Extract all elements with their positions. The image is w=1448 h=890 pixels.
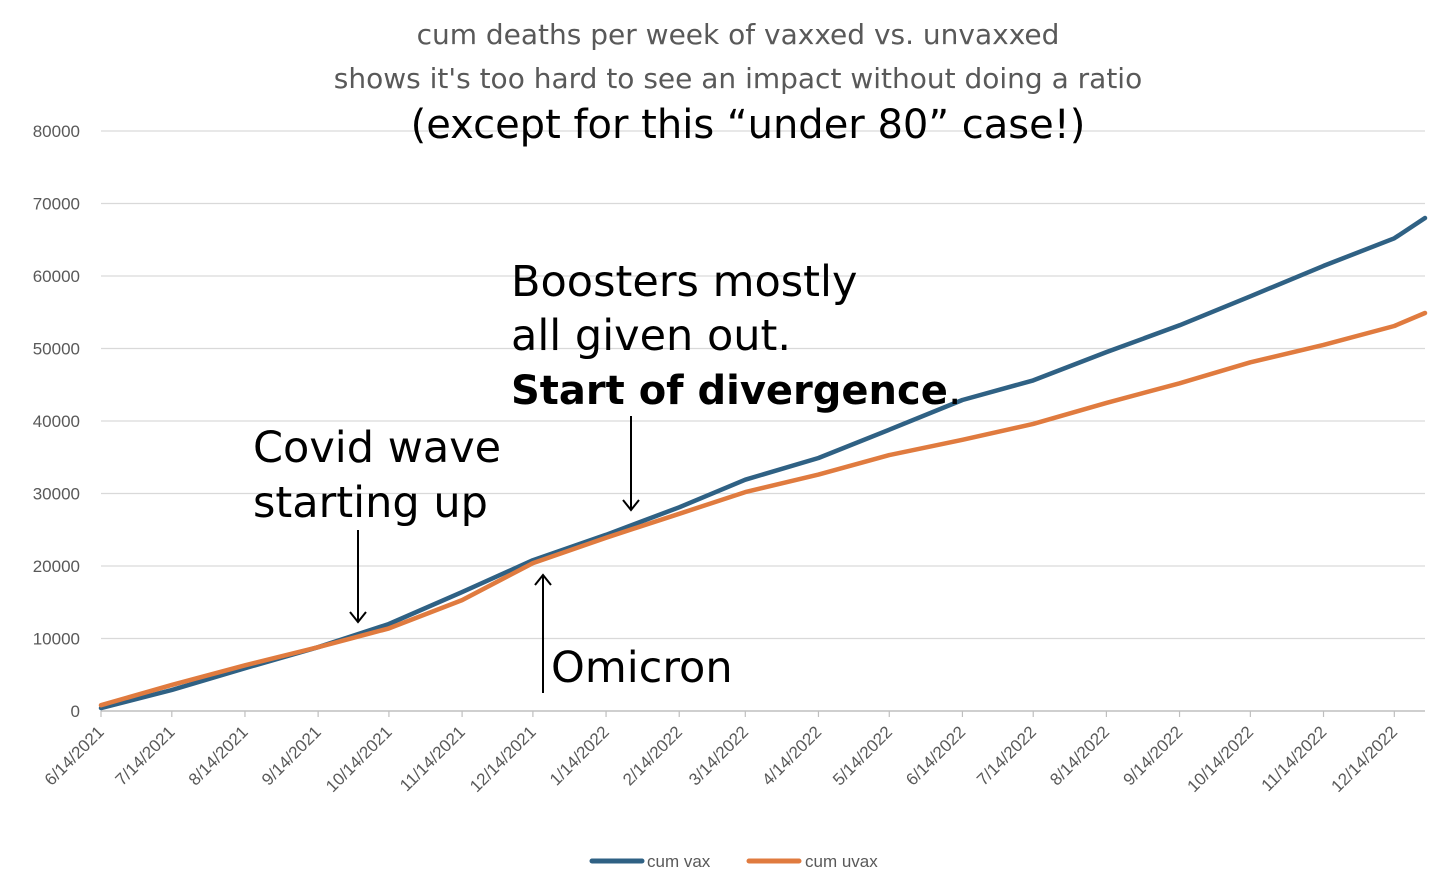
gridlines	[101, 130, 1425, 712]
y-tick-label: 50000	[33, 340, 80, 359]
y-tick-label: 40000	[33, 412, 80, 431]
arrow-down-icon	[622, 416, 640, 512]
series-lines	[98, 215, 1428, 711]
annotation-covid-wave-line-1: Covid wave	[253, 423, 501, 473]
y-axis: 0 10000 20000 30000 40000 50000 60000 70000 8000…	[33, 122, 80, 721]
x-tick-label: 5/14/2022	[829, 722, 896, 789]
legend: cum vax cum uvax	[589, 852, 878, 871]
arrow-down-icon	[349, 530, 367, 624]
legend-label-cum-vax: cum vax	[647, 852, 711, 871]
x-tick-label: 1/14/2022	[546, 722, 613, 789]
x-tick-label: 9/14/2022	[1119, 722, 1186, 789]
annotation-boosters-line-1: Boosters mostly	[511, 257, 857, 307]
chart-title-line-1: cum deaths per week of vaxxed vs. unvaxx…	[417, 18, 1060, 51]
chart-subtitle: (except for this “under 80” case!)	[411, 102, 1086, 148]
annotation-omicron: Omicron	[551, 643, 733, 693]
chart-title-line-2: shows it's too hard to see an impact wit…	[334, 62, 1142, 95]
annotation-covid-wave-line-2: starting up	[253, 478, 488, 528]
x-tick-label: 7/14/2022	[973, 722, 1040, 789]
annotation-boosters-line-2: all given out.	[511, 311, 791, 361]
x-tick-label: 8/14/2022	[1046, 722, 1113, 789]
x-axis: 6/14/2021 7/14/2021 8/14/2021 9/14/202110/1…	[41, 711, 1401, 796]
x-tick-label: 10/14/2022	[1184, 722, 1258, 796]
arrow-up-icon	[534, 573, 552, 693]
x-tick-label: 6/14/2021	[41, 722, 108, 789]
y-tick-label: 10000	[33, 630, 80, 649]
x-tick-label: 10/14/2021	[322, 722, 396, 796]
y-tick-label: 0	[71, 702, 80, 721]
x-tick-label: 12/14/2021	[466, 722, 540, 796]
x-tick-label: 3/14/2022	[685, 722, 752, 789]
y-tick-label: 20000	[33, 557, 80, 576]
series-line-cum-uvax	[98, 310, 1428, 708]
y-tick-label: 70000	[33, 195, 80, 214]
y-tick-label: 30000	[33, 485, 80, 504]
y-tick-label: 80000	[33, 122, 80, 141]
x-tick-label: 11/14/2022	[1258, 722, 1331, 795]
x-tick-label: 6/14/2022	[902, 722, 969, 789]
legend-label-cum-uvax: cum uvax	[805, 852, 878, 871]
x-tick-label: 11/14/2021	[396, 722, 469, 795]
x-tick-label: 4/14/2022	[758, 722, 825, 789]
annotation-divergence-period: .	[948, 365, 962, 415]
x-tick-label: 7/14/2021	[112, 722, 179, 789]
annotation-divergence-bold: Start of divergence	[511, 368, 948, 414]
annotation-divergence: Start of divergence.	[511, 365, 962, 415]
x-tick-label: 2/14/2022	[619, 722, 686, 789]
x-tick-label: 12/14/2022	[1328, 722, 1402, 796]
x-tick-label: 9/14/2021	[258, 722, 325, 789]
y-tick-label: 60000	[33, 267, 80, 286]
x-tick-label: 8/14/2021	[185, 722, 252, 789]
